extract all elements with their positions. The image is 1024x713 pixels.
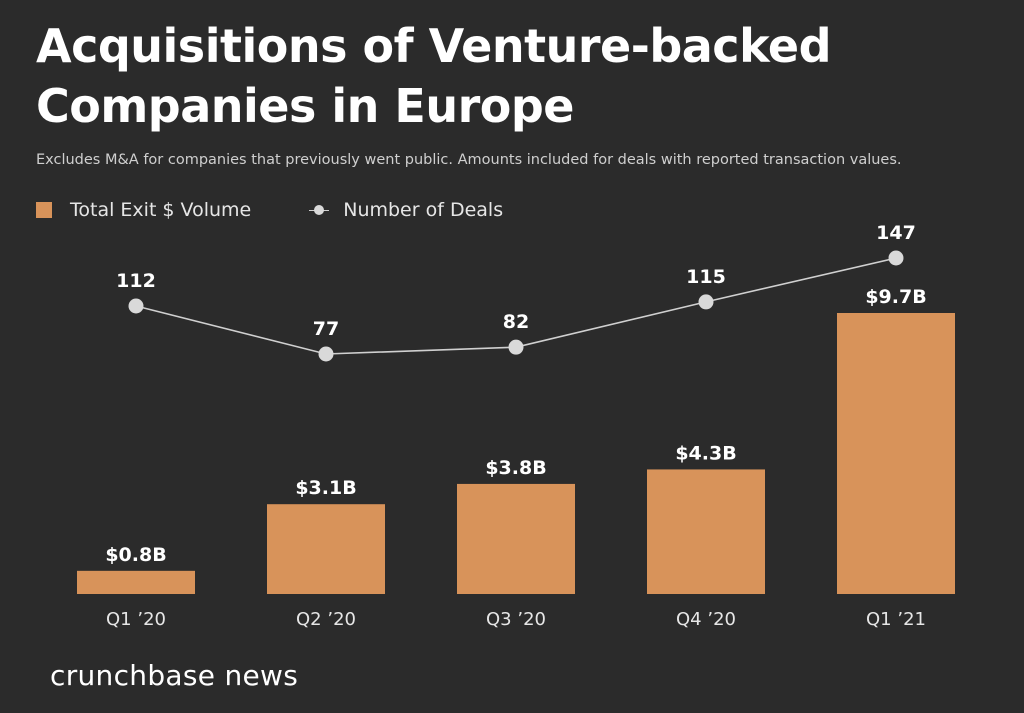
x-tick-label: Q4 ’20	[676, 609, 736, 630]
bar-value-label: $0.8B	[105, 544, 166, 566]
legend: Total Exit $ Volume Number of Deals	[36, 196, 561, 224]
deals-point	[888, 250, 904, 266]
deals-value-label: 147	[876, 222, 916, 244]
brand-logo: crunchbase news	[50, 659, 299, 692]
legend-item-exit-volume: Total Exit $ Volume	[36, 199, 251, 221]
x-tick-label: Q1 ’21	[866, 609, 926, 630]
deals-point	[128, 298, 144, 314]
chart-subtitle: Excludes M&A for companies that previous…	[36, 152, 902, 168]
deals-point	[318, 346, 334, 362]
x-tick-label: Q1 ’20	[106, 609, 166, 630]
bar-value-label: $3.8B	[485, 457, 546, 479]
deals-value-label: 77	[313, 318, 339, 340]
bar-value-label: $4.3B	[675, 442, 736, 464]
x-tick-label: Q3 ’20	[486, 609, 546, 630]
deals-point	[508, 339, 524, 355]
bar-exit-volume	[457, 483, 575, 594]
deals-value-label: 82	[503, 311, 529, 333]
legend-label-exit-volume: Total Exit $ Volume	[70, 199, 252, 221]
legend-item-deal-count: Number of Deals	[309, 199, 503, 221]
x-tick-label: Q2 ’20	[296, 609, 356, 630]
bar-exit-volume	[837, 313, 955, 594]
bar-value-label: $9.7B	[865, 286, 926, 308]
deals-value-label: 112	[116, 270, 156, 292]
deals-value-label: 115	[686, 266, 726, 288]
deals-line	[135, 257, 897, 355]
bar-value-label: $3.1B	[295, 477, 356, 499]
legend-line-swatch	[309, 202, 330, 218]
chart-title: Acquisitions of Venture-backed Companies…	[36, 19, 832, 133]
bar-exit-volume	[647, 469, 765, 594]
deals-point	[698, 294, 714, 310]
bar-exit-volume	[77, 570, 195, 594]
legend-label-deal-count: Number of Deals	[343, 199, 504, 221]
legend-bar-swatch	[36, 202, 52, 218]
bar-exit-volume	[267, 504, 385, 594]
